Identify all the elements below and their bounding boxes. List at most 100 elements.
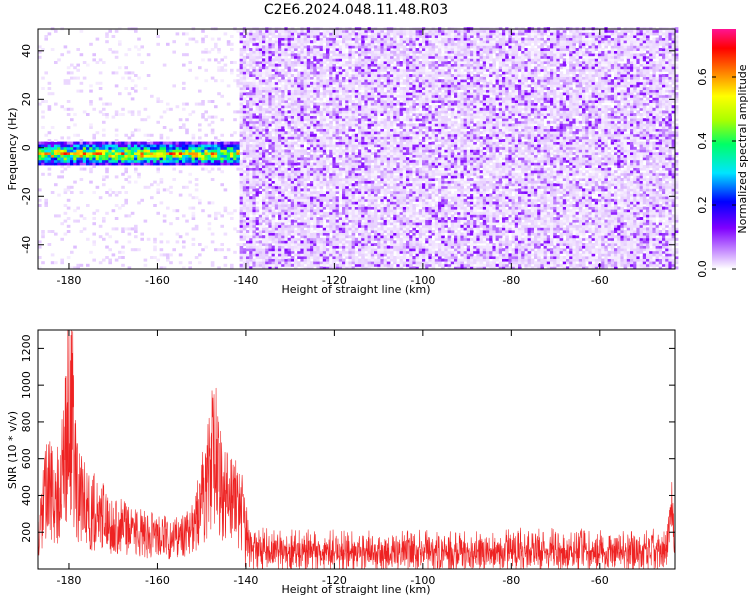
- heatmap-cell: [342, 42, 346, 46]
- heatmap-cell: [265, 149, 269, 153]
- heatmap-cell: [271, 201, 276, 205]
- heatmap-cell: [76, 219, 80, 223]
- heatmap-cell: [284, 266, 288, 270]
- heatmap-cell: [249, 230, 253, 233]
- heatmap-cell: [294, 100, 298, 103]
- heatmap-cell: [345, 209, 349, 213]
- heatmap-cell: [297, 188, 301, 192]
- heatmap-cell: [274, 97, 279, 101]
- heatmap-cell: [255, 81, 260, 85]
- heatmap-cell: [294, 217, 298, 220]
- heatmap-cell: [294, 204, 298, 207]
- heatmap-cell: [137, 152, 141, 155]
- heatmap-cell: [89, 162, 93, 166]
- heatmap-cell: [380, 198, 384, 202]
- heatmap-cell: [274, 206, 279, 210]
- heatmap-cell: [220, 133, 224, 137]
- heatmap-cell: [377, 144, 381, 148]
- heatmap-cell: [306, 63, 311, 67]
- heatmap-cell: [268, 113, 272, 116]
- heatmap-cell: [364, 175, 368, 179]
- heatmap-cell: [246, 204, 250, 207]
- heatmap-cell: [313, 58, 317, 62]
- heatmap-cell: [258, 240, 263, 244]
- heatmap-cell: [310, 235, 314, 239]
- heatmap-cell: [284, 211, 288, 215]
- heatmap-cell: [322, 107, 327, 111]
- heatmap-cell: [316, 258, 320, 262]
- heatmap-cell: [310, 263, 314, 267]
- heatmap-cell: [239, 253, 244, 257]
- heatmap-cell: [130, 87, 135, 90]
- heatmap-cell: [313, 172, 317, 176]
- heatmap-cell: [358, 50, 362, 54]
- heatmap-cell: [374, 245, 378, 249]
- heatmap-cell: [348, 120, 352, 124]
- heatmap-cell: [214, 115, 218, 119]
- heatmap-cell: [98, 87, 103, 90]
- heatmap-cell: [166, 107, 170, 111]
- heatmap-cell: [377, 191, 381, 194]
- heatmap-cell: [89, 144, 93, 148]
- heatmap-cell: [316, 196, 320, 200]
- heatmap-cell: [230, 159, 234, 163]
- heatmap-cell: [332, 175, 336, 179]
- heatmap-cell: [322, 211, 327, 215]
- heatmap-cell: [345, 139, 349, 142]
- heatmap-cell: [210, 261, 215, 265]
- heatmap-cell: [297, 87, 301, 90]
- heatmap-cell: [345, 63, 349, 67]
- heatmap-cell: [306, 71, 311, 75]
- heatmap-cell: [271, 188, 276, 192]
- heatmap-cell: [290, 87, 295, 90]
- heatmap-cell: [230, 154, 234, 158]
- heatmap-cell: [57, 149, 61, 153]
- heatmap-cell: [329, 261, 333, 265]
- heatmap-cell: [313, 224, 317, 228]
- heatmap-cell: [102, 159, 106, 163]
- heatmap-cell: [361, 263, 365, 267]
- heatmap-cell: [326, 214, 330, 218]
- heatmap-cell: [182, 240, 186, 244]
- heatmap-cell: [322, 224, 327, 228]
- heatmap-cell: [322, 165, 327, 168]
- heatmap-cell: [249, 185, 253, 189]
- heatmap-cell: [370, 198, 375, 202]
- heatmap-cell: [287, 74, 292, 77]
- heatmap-cell: [255, 245, 260, 249]
- heatmap-cell: [130, 159, 135, 163]
- heatmap-cell: [271, 120, 276, 124]
- heatmap-cell: [297, 185, 301, 189]
- heatmap-cell: [319, 136, 324, 140]
- heatmap-cell: [198, 159, 202, 163]
- heatmap-cell: [188, 61, 192, 64]
- heatmap-cell: [271, 240, 276, 244]
- heatmap-cell: [121, 157, 125, 161]
- heatmap-cell: [242, 131, 247, 135]
- heatmap-cell: [249, 175, 253, 179]
- heatmap-cell: [306, 58, 311, 62]
- heatmap-cell: [358, 263, 362, 267]
- heatmap-cell: [370, 258, 375, 262]
- heatmap-cell: [335, 76, 340, 80]
- heatmap-cell: [358, 123, 362, 127]
- heatmap-cell: [351, 240, 356, 244]
- heatmap-cell: [345, 89, 349, 93]
- heatmap-cell: [54, 261, 58, 265]
- heatmap-cell: [73, 76, 77, 80]
- heatmap-cell: [316, 32, 320, 36]
- heatmap-cell: [319, 53, 324, 57]
- heatmap-cell: [306, 107, 311, 111]
- heatmap-cell: [287, 40, 292, 44]
- heatmap-cell: [258, 113, 263, 116]
- heatmap-cell: [252, 170, 256, 174]
- heatmap-cell: [358, 53, 362, 57]
- heatmap-cell: [143, 154, 148, 158]
- heatmap-cell: [111, 209, 116, 213]
- heatmap-cell: [207, 227, 212, 231]
- heatmap-cell: [303, 248, 308, 252]
- heatmap-cell: [290, 120, 295, 124]
- heatmap-cell: [287, 61, 292, 64]
- heatmap-cell: [377, 128, 381, 132]
- heatmap-cell: [322, 48, 327, 51]
